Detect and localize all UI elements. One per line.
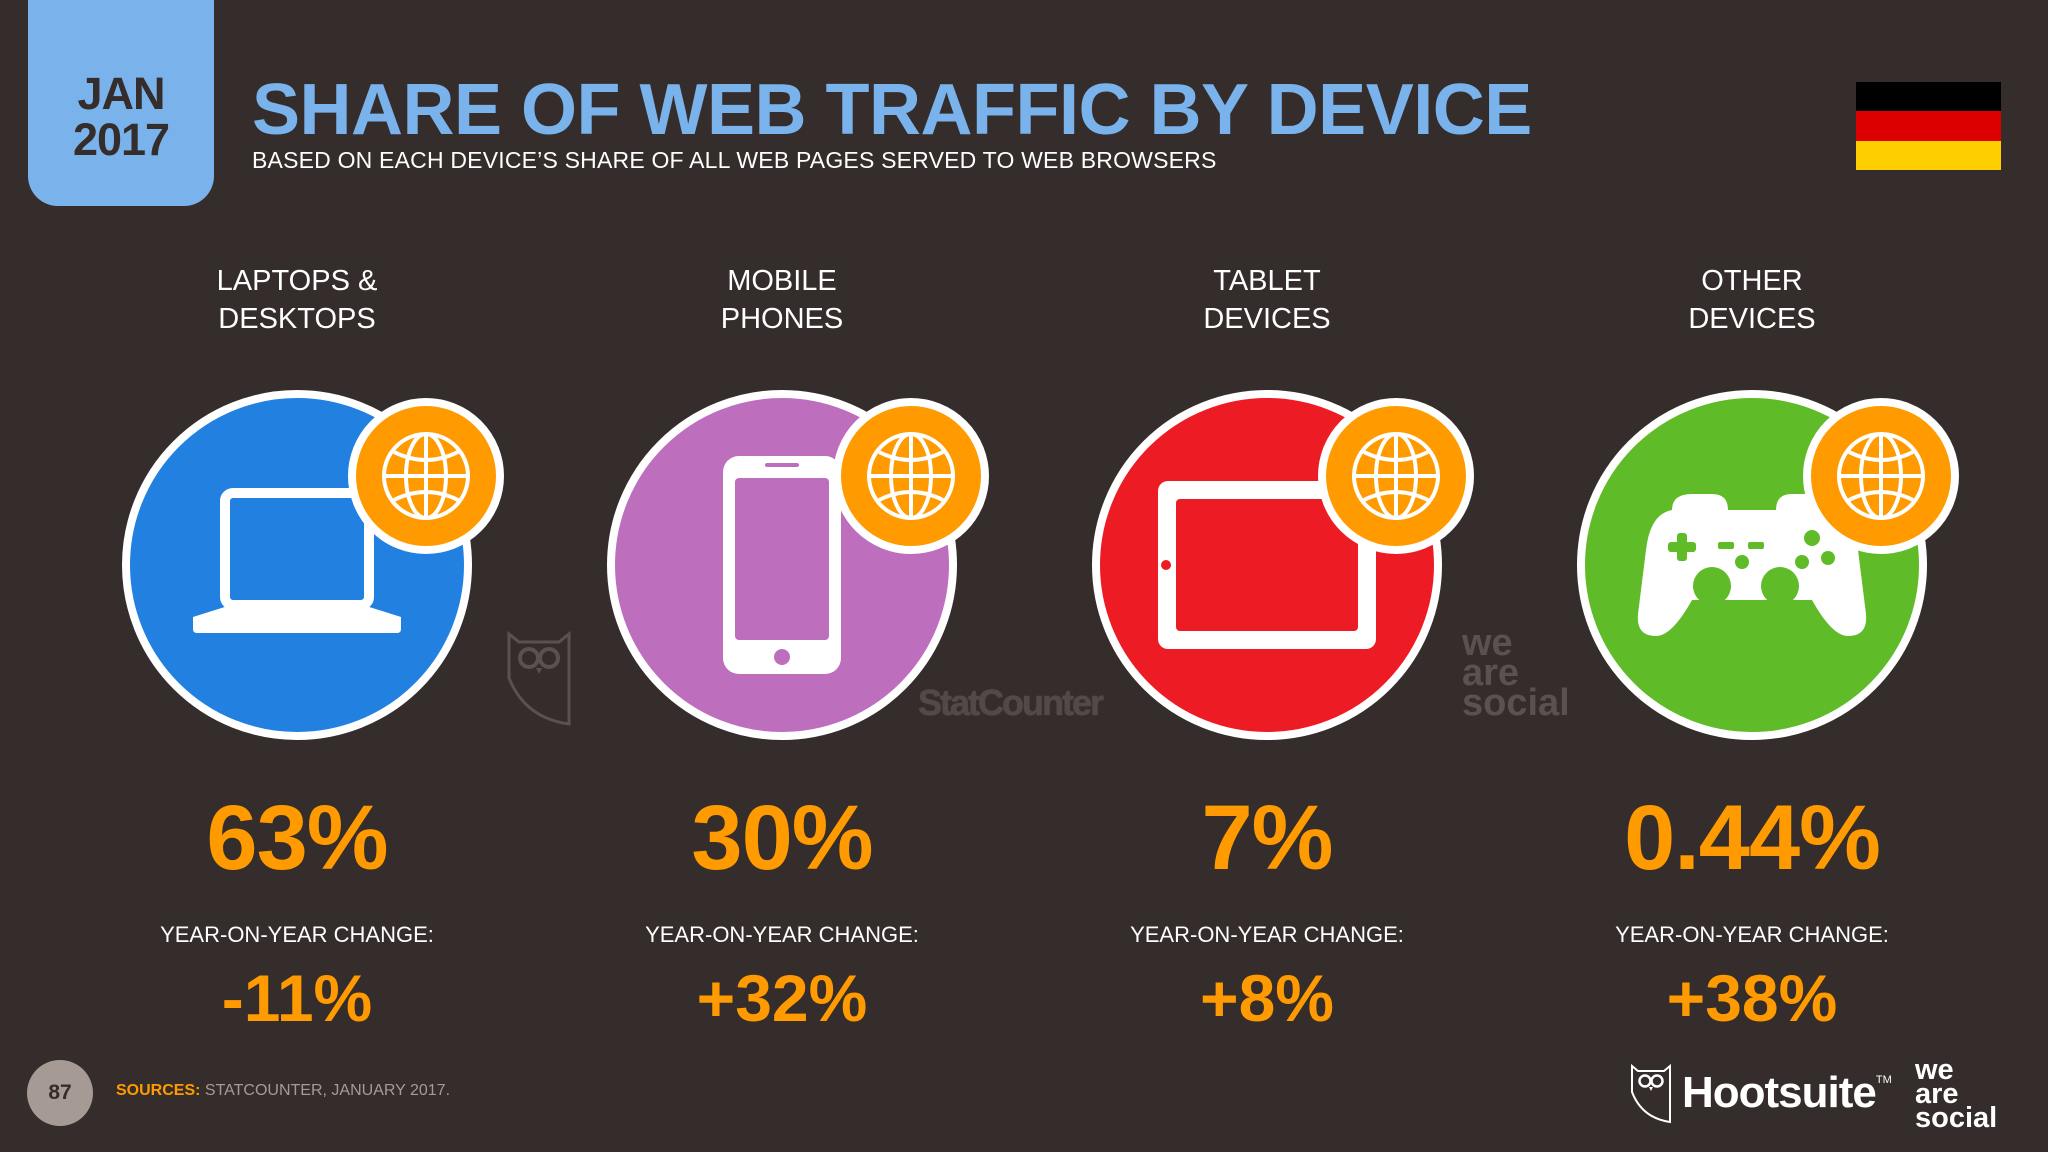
wm-social: social	[1462, 682, 1570, 724]
device-label: LAPTOPS & DESKTOPS	[217, 262, 378, 342]
globe-icon	[1803, 398, 1959, 554]
globe-icon	[1318, 398, 1474, 554]
yoy-value: +8%	[1200, 961, 1334, 1035]
trademark: TM	[1875, 1074, 1892, 1086]
yoy-value: +32%	[696, 961, 868, 1035]
device-column-other-devices: OTHER DEVICES 0.44% YEAR-ON-YEAR CHANGE:…	[1510, 262, 1994, 1034]
device-label-line2: DEVICES	[1203, 303, 1331, 335]
device-column-laptops-desktops: LAPTOPS & DESKTOPS 63% YEAR-ON-YEAR CHAN…	[55, 262, 539, 1034]
globe-icon	[833, 398, 989, 554]
date-month: JAN	[77, 68, 165, 119]
date-badge: JAN 2017	[28, 0, 214, 206]
device-label-line1: TABLET	[1213, 265, 1321, 297]
yoy-label: YEAR-ON-YEAR CHANGE:	[1130, 922, 1404, 947]
share-value: 30%	[691, 787, 873, 889]
device-icon-group	[1092, 390, 1474, 740]
sources-text: STATCOUNTER, JANUARY 2017.	[204, 1082, 451, 1099]
share-value: 63%	[206, 787, 388, 889]
hootsuite-owl-watermark-icon	[505, 628, 573, 733]
yoy-label: YEAR-ON-YEAR CHANGE:	[645, 922, 919, 947]
device-icon-group	[122, 390, 504, 740]
device-label: TABLET DEVICES	[1203, 262, 1330, 342]
yoy-value: -11%	[221, 961, 373, 1035]
wm-we: we	[1462, 622, 1513, 664]
device-label-line2: DESKTOPS	[218, 303, 376, 335]
page-title: SHARE OF WEB TRAFFIC BY DEVICE	[252, 70, 1532, 150]
hootsuite-logo: Hootsuite TM	[1630, 1062, 1892, 1124]
hootsuite-wordmark: Hootsuite	[1682, 1068, 1877, 1117]
yoy-label: YEAR-ON-YEAR CHANGE:	[1615, 922, 1889, 947]
device-label-line1: OTHER	[1701, 265, 1803, 297]
yoy-label: YEAR-ON-YEAR CHANGE:	[160, 922, 434, 947]
device-column-mobile-phones: MOBILE PHONES 30% YEAR-ON-YEAR CHANGE: +…	[540, 262, 1024, 1034]
yoy-value: +38%	[1666, 961, 1838, 1035]
share-value: 7%	[1201, 787, 1334, 889]
device-column-tablet-devices: TABLET DEVICES 7% YEAR-ON-YEAR CHANGE: +…	[1025, 262, 1509, 1034]
page-number: 87	[27, 1060, 93, 1126]
logo-are: are	[1915, 1078, 1959, 1110]
we-are-social-watermark: we are social	[1462, 622, 1570, 724]
device-icon-group	[607, 390, 989, 740]
date-year: 2017	[72, 114, 170, 165]
sources-label: SOURCES:	[116, 1082, 201, 1099]
globe-icon	[348, 398, 504, 554]
device-label-line2: PHONES	[720, 303, 844, 335]
statcounter-watermark: StatCounter	[918, 682, 1104, 723]
share-value: 0.44%	[1624, 787, 1881, 889]
device-label-line2: DEVICES	[1688, 303, 1816, 335]
page-subtitle: BASED ON EACH DEVICE’S SHARE OF ALL WEB …	[252, 147, 1217, 173]
sources-note: SOURCES: STATCOUNTER, JANUARY 2017.	[116, 1082, 450, 1100]
germany-flag-icon	[1856, 82, 2001, 170]
device-label-line1: LAPTOPS &	[216, 265, 378, 297]
hootsuite-owl-icon	[1631, 1063, 1671, 1124]
device-icon-group	[1577, 390, 1959, 740]
wm-are: are	[1462, 652, 1520, 694]
device-label: OTHER DEVICES	[1688, 262, 1815, 342]
logo-we: we	[1915, 1054, 1954, 1086]
device-label-line1: MOBILE	[727, 265, 837, 297]
device-label: MOBILE PHONES	[721, 262, 843, 342]
we-are-social-logo: we are social	[1915, 1054, 1998, 1134]
logo-social: social	[1915, 1102, 1998, 1134]
